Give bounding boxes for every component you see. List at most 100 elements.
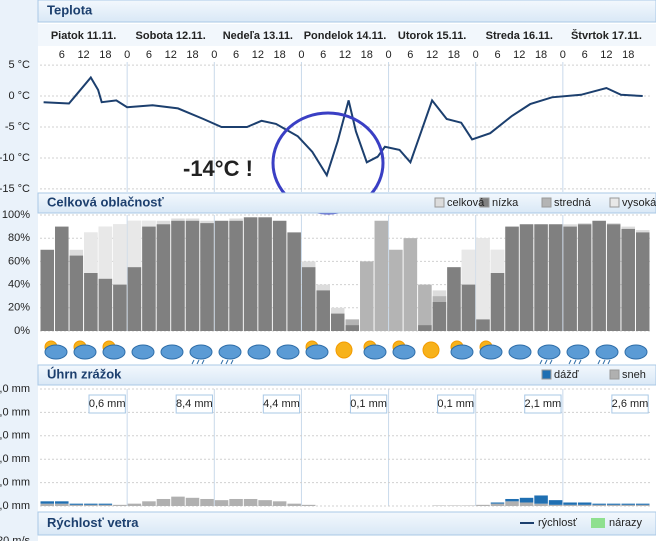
y-tick-label: 60%: [8, 255, 30, 267]
bar: [200, 498, 214, 506]
bar: [476, 319, 490, 331]
sun-icon: [335, 341, 353, 359]
bar: [142, 226, 156, 331]
x-tick-label: 12: [600, 49, 612, 61]
bar: [214, 500, 229, 506]
y-tick-label: 40%: [8, 279, 30, 291]
bar: [185, 497, 200, 506]
legend-swatch: [434, 197, 445, 208]
bar: [113, 284, 127, 331]
bar: [69, 255, 84, 331]
x-tick-label: 12: [165, 49, 177, 61]
cloud-icon: [537, 344, 561, 360]
day-label: Piatok 11.11.: [51, 30, 116, 42]
y-tick-label: 3,0 mm: [0, 430, 30, 442]
daily-total: 0,1 mm: [437, 398, 474, 410]
bar: [592, 503, 606, 505]
bar: [55, 226, 69, 331]
daily-total-box: [88, 394, 126, 414]
x-tick-label: 0: [386, 49, 392, 61]
bar: [316, 290, 330, 331]
bar: [563, 226, 577, 331]
bar: [287, 503, 301, 506]
bar: [40, 249, 55, 331]
x-tick-label: 6: [146, 49, 152, 61]
bar: [229, 498, 243, 506]
daily-total-box: [611, 394, 649, 414]
bar: [548, 500, 563, 505]
panel-title: Rýchlosť vetra: [47, 515, 139, 530]
cloud-icon: [247, 344, 271, 360]
rain-icon: [568, 359, 572, 365]
bar: [127, 267, 142, 331]
legend-label: celková: [447, 197, 485, 209]
bar: [563, 502, 577, 505]
x-tick-label: 0: [211, 49, 217, 61]
cloud-icon: [73, 344, 97, 360]
rain-icon: [191, 359, 195, 365]
bar: [490, 273, 505, 331]
y-tick-label: 4,0 mm: [0, 406, 30, 418]
bar: [287, 232, 301, 331]
rain-icon: [196, 359, 200, 365]
bar: [534, 224, 548, 331]
day-label: Sobota 12.11.: [136, 30, 206, 42]
bar: [360, 261, 374, 331]
bar: [272, 220, 287, 331]
bar: [69, 503, 84, 505]
sun-icon: [422, 341, 440, 359]
bar: [476, 238, 490, 331]
daily-total-box: [262, 394, 301, 414]
y-tick-label: -10 °C: [0, 152, 30, 164]
cloud-icon: [363, 344, 387, 360]
cloud-icon: [276, 344, 300, 360]
bar: [592, 220, 606, 331]
daily-total-box: [175, 394, 213, 414]
rain-icon: [225, 359, 229, 365]
cloud-icon: [392, 344, 416, 360]
bar: [548, 504, 563, 506]
bar: [592, 504, 606, 506]
legend-swatch: [609, 197, 620, 208]
x-tick-label: 18: [622, 49, 634, 61]
legend-label: dážď: [554, 369, 579, 381]
daily-total-box: [437, 394, 475, 414]
legend-swatch: [541, 197, 552, 208]
legend-label: rýchlosť: [538, 517, 578, 529]
y-tick-label: 5 °C: [8, 59, 30, 71]
bar: [534, 495, 548, 504]
bar: [461, 284, 476, 331]
y-tick-label: 100%: [2, 209, 30, 221]
bar: [98, 504, 113, 506]
bar: [258, 500, 272, 506]
daily-total: 8,4 mm: [176, 398, 213, 410]
panel-header: [37, 192, 656, 214]
annotation: -14°C !: [183, 156, 253, 181]
x-tick-label: 18: [361, 49, 373, 61]
bar: [84, 504, 98, 506]
bar: [534, 503, 548, 506]
x-tick-label: 0: [473, 49, 479, 61]
bar: [505, 226, 519, 331]
y-tick-label: 2,0 mm: [0, 453, 30, 465]
x-tick-label: 18: [274, 49, 286, 61]
y-tick-label: 80%: [8, 232, 30, 244]
bar: [563, 504, 577, 506]
axis-strip: [0, 0, 38, 541]
cloud-icon: [566, 344, 590, 360]
x-tick-label: 18: [186, 49, 198, 61]
daily-total-box: [524, 394, 562, 414]
x-tick-label: 6: [59, 49, 65, 61]
bar: [229, 220, 243, 331]
daily-total: 0,1 mm: [350, 398, 387, 410]
y-tick-label: 20%: [8, 302, 30, 314]
bar: [606, 504, 621, 506]
cloud-icon: [624, 344, 648, 360]
bar: [374, 220, 389, 331]
x-tick-label: 12: [426, 49, 438, 61]
daily-total: 0,6 mm: [89, 398, 126, 410]
cloud-icon: [44, 344, 68, 360]
y-tick-label: -5 °C: [5, 121, 30, 133]
legend-swatch: [541, 369, 552, 380]
